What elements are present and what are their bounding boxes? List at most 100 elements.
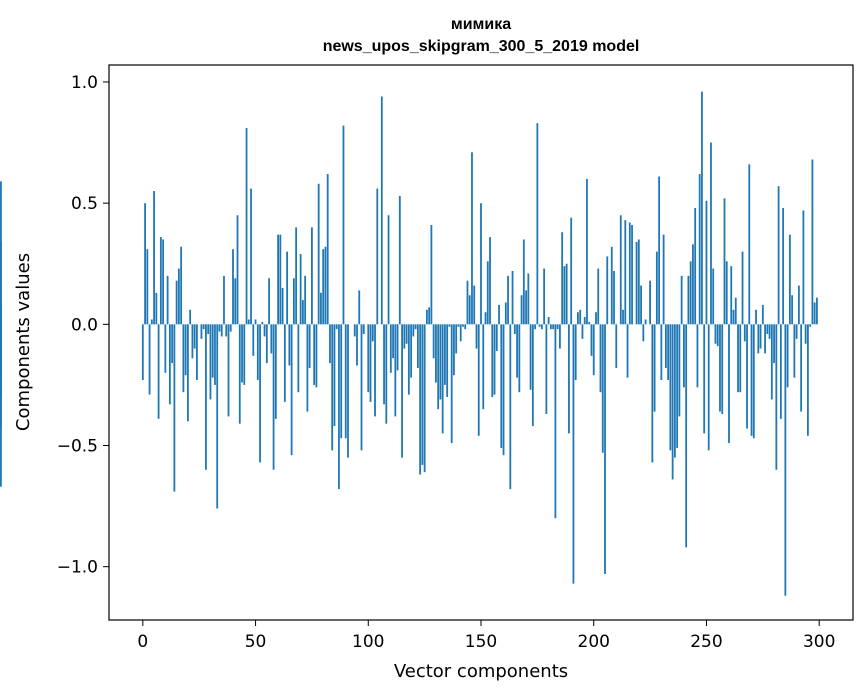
bar bbox=[561, 232, 564, 325]
bar bbox=[380, 96, 383, 325]
bar bbox=[457, 324, 460, 327]
bar bbox=[588, 321, 591, 325]
x-tick-label: 200 bbox=[578, 632, 610, 652]
bar bbox=[816, 297, 818, 325]
bar bbox=[0, 324, 2, 429]
bar bbox=[455, 324, 458, 354]
bar bbox=[148, 324, 151, 395]
bar bbox=[281, 287, 284, 325]
bar bbox=[358, 290, 361, 325]
bar bbox=[615, 324, 618, 368]
bar bbox=[768, 324, 771, 339]
bar bbox=[500, 324, 503, 448]
x-ticks: 0 50 100 150 200 250 300 bbox=[137, 620, 835, 652]
bar bbox=[335, 324, 338, 330]
bar bbox=[265, 324, 268, 364]
bar bbox=[425, 309, 428, 325]
bar bbox=[732, 309, 735, 325]
bar bbox=[574, 324, 577, 381]
bar bbox=[329, 324, 331, 364]
bar bbox=[703, 324, 706, 434]
bar bbox=[777, 186, 780, 325]
bar bbox=[788, 234, 791, 325]
bar bbox=[299, 254, 302, 325]
bar bbox=[791, 295, 794, 325]
bar bbox=[507, 275, 509, 325]
bar bbox=[473, 285, 476, 325]
bar bbox=[622, 309, 624, 325]
bar bbox=[712, 268, 715, 325]
bar bbox=[658, 176, 661, 325]
bar bbox=[331, 324, 334, 451]
bar bbox=[333, 324, 336, 427]
bar bbox=[446, 324, 449, 398]
bar bbox=[716, 324, 719, 347]
y-tick-label: 1.0 bbox=[71, 73, 98, 93]
bar bbox=[338, 324, 340, 490]
bar bbox=[371, 324, 374, 342]
bar bbox=[448, 324, 451, 327]
bar bbox=[642, 324, 645, 342]
bar bbox=[536, 123, 539, 325]
bar bbox=[513, 324, 516, 335]
bar bbox=[193, 324, 196, 349]
bar bbox=[405, 324, 408, 344]
bar bbox=[775, 324, 778, 470]
bar bbox=[599, 324, 602, 393]
bar bbox=[698, 174, 701, 325]
bar bbox=[0, 181, 2, 325]
bar bbox=[746, 324, 748, 429]
bar bbox=[737, 324, 739, 393]
bar bbox=[453, 324, 455, 376]
bar bbox=[748, 164, 751, 325]
bar bbox=[755, 309, 757, 325]
bar bbox=[344, 324, 347, 439]
bar bbox=[385, 324, 388, 424]
bar bbox=[326, 174, 329, 325]
bar bbox=[308, 324, 311, 368]
bar bbox=[597, 268, 600, 325]
bar bbox=[367, 324, 370, 393]
bar bbox=[272, 324, 275, 470]
bar bbox=[606, 256, 609, 325]
bar bbox=[649, 280, 651, 325]
bar bbox=[297, 324, 300, 393]
bar bbox=[750, 324, 753, 436]
bar bbox=[376, 188, 379, 325]
bar bbox=[340, 324, 343, 439]
bar bbox=[714, 324, 717, 344]
bar bbox=[430, 224, 433, 325]
bar bbox=[304, 275, 307, 325]
bar bbox=[175, 280, 178, 325]
bar bbox=[177, 268, 180, 325]
bar bbox=[389, 324, 392, 373]
bar bbox=[241, 324, 243, 383]
bar bbox=[475, 324, 478, 349]
bar bbox=[0, 317, 2, 325]
bar bbox=[766, 324, 769, 335]
bar bbox=[802, 210, 805, 325]
bar bbox=[498, 304, 500, 325]
bar bbox=[484, 312, 487, 325]
bar bbox=[250, 188, 252, 325]
bar bbox=[480, 203, 482, 325]
bar bbox=[687, 275, 690, 325]
bar bbox=[311, 227, 313, 325]
bar bbox=[353, 324, 356, 337]
bar bbox=[164, 324, 167, 373]
bar bbox=[360, 324, 363, 451]
bar bbox=[486, 261, 489, 325]
bar bbox=[662, 234, 665, 325]
bar bbox=[150, 319, 153, 325]
bar bbox=[283, 324, 286, 402]
bar bbox=[0, 324, 2, 339]
bar bbox=[644, 319, 647, 325]
bar bbox=[538, 324, 541, 327]
bar bbox=[525, 290, 527, 325]
bar bbox=[369, 324, 372, 402]
bar bbox=[570, 217, 573, 325]
bar bbox=[432, 324, 435, 359]
bar bbox=[398, 195, 401, 325]
bar bbox=[216, 324, 219, 509]
bar bbox=[723, 198, 726, 325]
